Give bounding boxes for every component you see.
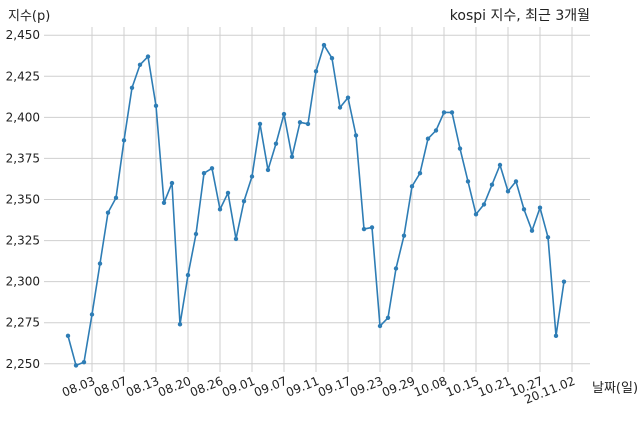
data-point [105,210,111,215]
data-point [545,235,551,240]
data-point [161,200,167,205]
data-point [201,171,207,176]
data-point [281,111,287,117]
data-point [481,202,487,207]
y-tick-label: 2,325 [6,234,40,248]
data-point [345,95,351,100]
labels: 지수(p) kospi 지수, 최근 3개월 날짜(일) [8,8,638,396]
y-tick-label: 2,375 [6,151,40,165]
data-point [537,205,543,210]
data-point [97,261,103,266]
data-point [249,174,255,179]
data-point [457,146,463,151]
series [65,42,567,368]
data-point [337,105,343,110]
data-point [553,333,559,339]
data-point [433,128,439,133]
data-point [289,154,295,159]
data-point [129,85,135,90]
data-point [121,138,127,143]
data-point [169,180,175,186]
data-point [385,315,391,320]
data-point [441,110,447,115]
data-point [209,166,215,171]
data-point [377,323,383,329]
data-point [65,333,71,339]
data-point [145,54,151,59]
data-point [505,189,511,194]
data-point [313,69,319,74]
data-point [353,133,359,138]
data-point [409,184,415,189]
y-tick-label: 2,275 [6,316,40,330]
y-tick-label: 2,400 [6,110,40,124]
data-point [257,121,263,127]
data-point [81,359,87,365]
axes: 2,250 2,275 2,300 2,325 2,350 2,375 2,400 2,425… [6,28,577,407]
data-point [321,42,327,48]
y-tick-label: 2,425 [6,69,40,83]
data-point [73,363,79,368]
data-point [225,190,231,196]
data-point [393,266,399,271]
data-point [185,272,191,278]
data-point [473,212,479,217]
y-tick-label: 2,350 [6,193,40,207]
y-axis-label: 지수(p) [8,9,50,24]
data-point [401,233,407,238]
data-point [89,312,95,317]
data-point [513,179,519,184]
data-point [265,167,271,173]
data-point [521,207,527,212]
y-tick-label: 2,300 [6,275,40,289]
data-point [529,228,535,233]
data-point [153,103,159,109]
data-point [177,322,183,327]
data-point [217,207,223,212]
data-point [297,120,303,125]
data-point [361,226,367,232]
data-point [305,121,311,127]
data-point [489,182,495,187]
data-point [273,141,279,146]
data-point [465,179,471,184]
data-point [449,110,455,115]
data-point [233,236,239,242]
data-point [329,56,335,61]
x-axis-label: 날짜(일) [592,381,638,396]
y-tick-label: 2,250 [6,357,40,371]
data-point [561,279,567,284]
y-tick-label: 2,450 [6,28,40,42]
data-point [417,171,423,176]
data-point [369,225,375,230]
data-point [193,231,199,237]
data-point [425,136,431,141]
grid [44,27,590,372]
data-point [497,162,503,168]
data-point [137,62,143,67]
data-point [241,198,247,204]
chart-title: kospi 지수, 최근 3개월 [450,8,590,24]
data-point [113,195,119,201]
